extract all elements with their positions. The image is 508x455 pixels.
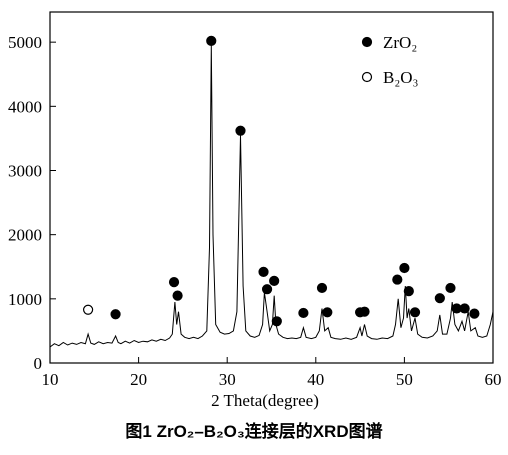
peak-marker xyxy=(445,282,456,294)
xrd-line xyxy=(49,45,494,348)
peak-marker xyxy=(82,304,94,315)
x-tick-label: 60 xyxy=(485,370,502,389)
legend-label: B₂O₃ xyxy=(383,68,419,87)
y-tick-label: 5000 xyxy=(8,33,42,52)
peak-marker xyxy=(271,316,282,327)
x-tick-label: 40 xyxy=(307,370,324,389)
peak-marker xyxy=(316,282,328,294)
peak-marker xyxy=(409,307,421,318)
legend-marker xyxy=(361,36,373,48)
x-axis-label: 2 Theta(degree) xyxy=(211,391,319,410)
peak-marker xyxy=(110,309,121,320)
peak-marker xyxy=(269,275,280,286)
peak-marker xyxy=(359,306,370,317)
legend-marker xyxy=(361,71,373,83)
x-tick-label: 10 xyxy=(42,370,59,389)
x-tick-label: 50 xyxy=(396,370,413,389)
peak-marker xyxy=(434,293,445,304)
peak-marker xyxy=(235,125,246,136)
peak-marker xyxy=(172,290,183,301)
y-tick-label: 2000 xyxy=(8,226,42,245)
peak-marker xyxy=(459,303,470,314)
peak-marker xyxy=(322,307,333,318)
legend-label: ZrO₂ xyxy=(383,33,417,52)
peak-marker xyxy=(399,262,410,274)
y-tick-label: 4000 xyxy=(8,97,42,116)
plot-frame xyxy=(49,11,494,364)
y-tick-label: 0 xyxy=(34,354,43,373)
peak-marker xyxy=(168,277,180,288)
x-tick-label: 30 xyxy=(219,370,236,389)
peak-marker xyxy=(403,286,414,297)
peak-marker xyxy=(469,308,480,319)
peak-marker xyxy=(392,274,403,285)
peak-marker xyxy=(298,307,309,319)
y-tick-label: 3000 xyxy=(8,161,42,180)
peak-marker xyxy=(206,35,217,46)
peak-marker xyxy=(261,284,273,295)
x-tick-label: 20 xyxy=(130,370,147,389)
caption: 图1 ZrO₂–B₂O₃连接层的XRD图谱 xyxy=(125,421,382,441)
peak-marker xyxy=(258,266,269,277)
y-tick-label: 1000 xyxy=(8,290,42,309)
